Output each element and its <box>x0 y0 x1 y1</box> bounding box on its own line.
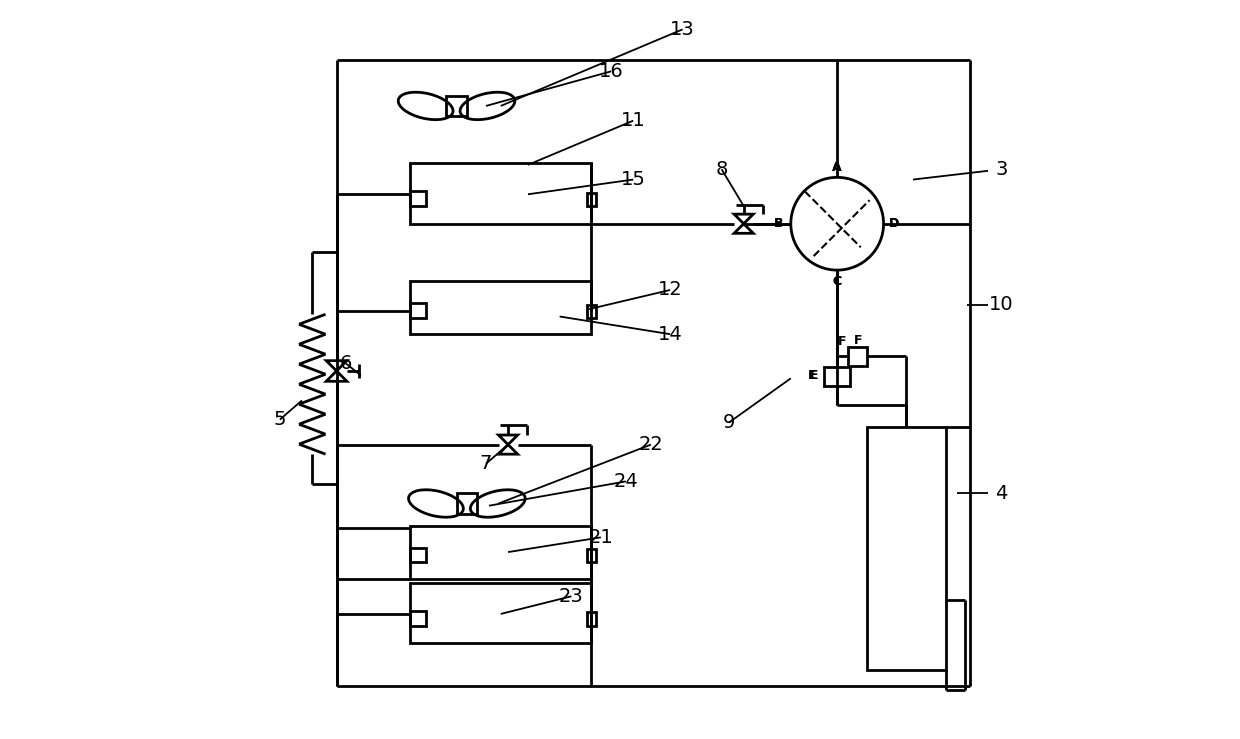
Bar <box>587 193 596 206</box>
Text: E: E <box>808 369 816 382</box>
Bar <box>410 548 427 562</box>
Text: C: C <box>832 275 842 287</box>
Text: 7: 7 <box>480 454 492 473</box>
Bar <box>410 583 590 644</box>
Bar <box>410 281 590 334</box>
Text: 14: 14 <box>657 324 682 344</box>
Bar <box>410 526 590 579</box>
Text: 21: 21 <box>589 528 614 547</box>
Text: F: F <box>853 333 862 347</box>
Text: 4: 4 <box>996 484 1008 503</box>
Text: 15: 15 <box>621 170 646 189</box>
Text: 16: 16 <box>599 62 624 81</box>
Text: 5: 5 <box>274 410 286 429</box>
Bar <box>456 493 477 514</box>
Text: D: D <box>889 217 899 231</box>
Text: A: A <box>832 160 842 174</box>
Text: 8: 8 <box>715 160 728 179</box>
Text: E: E <box>810 369 818 382</box>
Bar <box>867 427 946 670</box>
Text: 9: 9 <box>723 413 735 432</box>
Text: B: B <box>774 217 784 231</box>
Text: C: C <box>832 275 842 287</box>
Text: 3: 3 <box>996 160 1008 179</box>
Text: 11: 11 <box>621 111 646 130</box>
Bar <box>587 549 596 562</box>
Bar <box>587 613 596 626</box>
Text: 10: 10 <box>990 295 1013 314</box>
Bar <box>410 303 427 318</box>
Text: A: A <box>832 160 842 174</box>
Text: D: D <box>889 217 899 231</box>
Bar <box>446 95 467 116</box>
Text: 13: 13 <box>670 20 694 39</box>
Bar <box>410 163 590 224</box>
Text: 6: 6 <box>340 354 352 373</box>
Bar <box>848 347 867 366</box>
Bar <box>587 304 596 318</box>
Bar <box>410 611 427 626</box>
Text: B: B <box>774 217 784 231</box>
Bar <box>410 191 427 206</box>
Text: F: F <box>838 335 847 348</box>
Text: 22: 22 <box>639 435 663 454</box>
Text: 12: 12 <box>657 281 682 299</box>
Text: 23: 23 <box>559 587 584 606</box>
Bar <box>823 367 851 386</box>
Text: 24: 24 <box>614 472 639 491</box>
